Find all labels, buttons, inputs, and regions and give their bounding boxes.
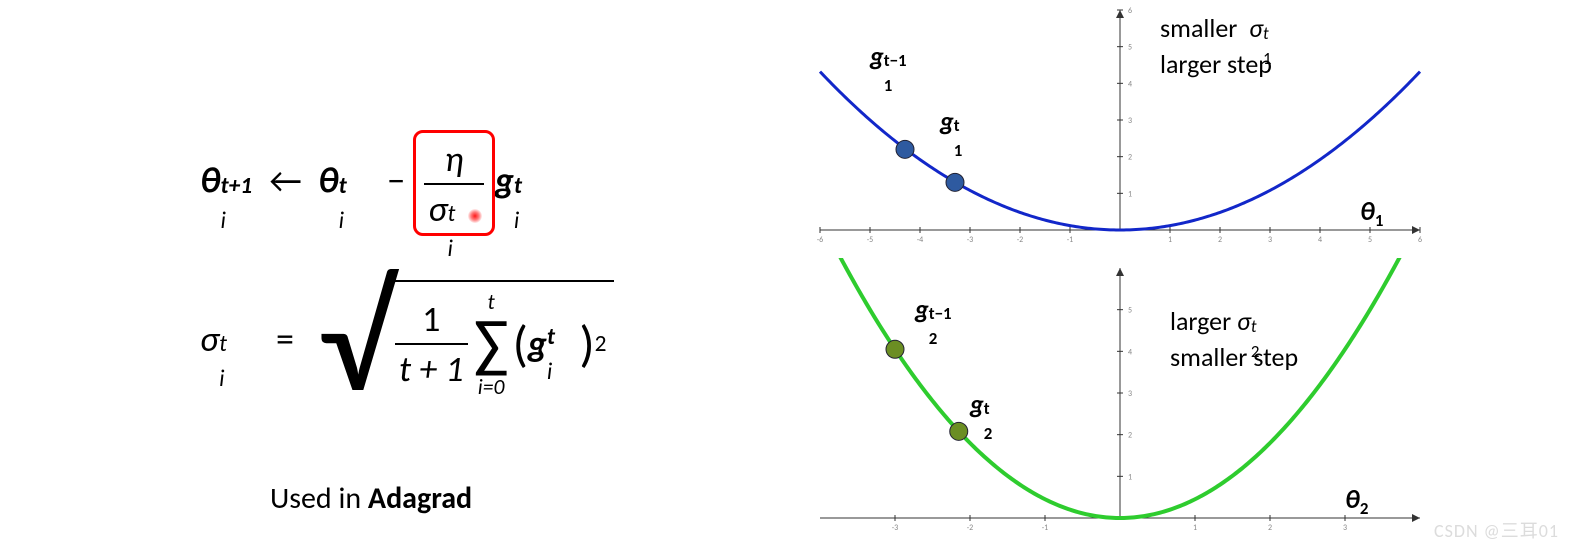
svg-text:5: 5: [1128, 43, 1132, 53]
annotation-theta2: larger σt2 smaller step: [1170, 303, 1298, 376]
svg-text:3: 3: [1128, 116, 1132, 126]
radical-icon: √: [318, 280, 393, 404]
laser-pointer-icon: [468, 209, 482, 223]
equations-panel: θt+1i ← θti − η σti gti σti = √ 1: [0, 0, 760, 547]
parabola-plot-bottom: -3 -2 -1 1 2 3 1 2 3 4 5: [800, 258, 1440, 538]
svg-text:1: 1: [1193, 523, 1197, 533]
svg-text:2: 2: [1268, 523, 1272, 533]
svg-text:-2: -2: [967, 523, 974, 533]
svg-text:6: 6: [1128, 6, 1132, 16]
charts-panel: -6 -5 -4 -3 -2 -1 1 2 3 4 5 6 1 2 3 4 5 6 gt−11 gt1 θ1 sm…: [760, 0, 1569, 547]
annotation-theta1: smaller σt1 larger step: [1160, 10, 1286, 83]
loss-surface-chart-theta2: -3 -2 -1 1 2 3 1 2 3 4 5 gt−12 gt2 θ2 larger σt2 s…: [800, 258, 1500, 543]
svg-text:-1: -1: [1067, 235, 1074, 245]
axis-label-theta2: θ2: [1345, 483, 1368, 519]
svg-text:3: 3: [1128, 389, 1132, 399]
svg-text:-3: -3: [892, 523, 899, 533]
sigma-definition-equation: σti = √ 1 t + 1 t ∑ i=0 (gti)2: [200, 280, 614, 404]
svg-text:4: 4: [1128, 79, 1132, 89]
svg-text:-6: -6: [817, 235, 824, 245]
svg-text:4: 4: [1128, 347, 1132, 357]
svg-text:-4: -4: [917, 235, 924, 245]
point-label-g2-tm1: gt−12: [915, 293, 952, 325]
svg-text:1: 1: [1168, 235, 1172, 245]
slide-container: θt+1i ← θti − η σti gti σti = √ 1: [0, 0, 1569, 547]
summation-symbol: t ∑ i=0: [474, 288, 509, 400]
algorithm-caption: Used in Adagrad: [270, 480, 472, 517]
svg-text:-5: -5: [867, 235, 874, 245]
svg-text:2: 2: [1128, 431, 1132, 441]
point-label-g1-t: gt1: [940, 105, 977, 137]
sqrt-expression: √ 1 t + 1 t ∑ i=0 (gti)2: [318, 280, 614, 404]
svg-text:1: 1: [1128, 189, 1132, 199]
learning-rate-highlight-box: η σti: [413, 130, 495, 236]
loss-surface-chart-theta1: -6 -5 -4 -3 -2 -1 1 2 3 4 5 6 1 2 3 4 5 6 gt−11 gt1 θ1 sm…: [800, 0, 1500, 255]
axis-label-theta1: θ1: [1360, 195, 1383, 231]
watermark-text: CSDN @三耳01: [1434, 517, 1559, 543]
svg-text:2: 2: [1128, 153, 1132, 163]
svg-text:2: 2: [1218, 235, 1222, 245]
theta-symbol: θ: [200, 159, 221, 203]
parabola-plot-top: -6 -5 -4 -3 -2 -1 1 2 3 4 5 6 1 2 3 4 5 6: [800, 0, 1440, 250]
svg-text:3: 3: [1343, 523, 1347, 533]
point-label-g1-tm1: gt−11: [870, 40, 907, 72]
svg-text:5: 5: [1368, 235, 1372, 245]
svg-text:3: 3: [1268, 235, 1272, 245]
svg-text:4: 4: [1318, 235, 1322, 245]
svg-text:-1: -1: [1042, 523, 1049, 533]
update-rule-equation: θt+1i ← θti − η σti gti: [200, 130, 546, 236]
svg-text:-2: -2: [1017, 235, 1024, 245]
svg-text:-3: -3: [967, 235, 974, 245]
arrow-symbol: ←: [269, 159, 302, 203]
svg-text:5: 5: [1128, 306, 1132, 316]
svg-text:1: 1: [1128, 472, 1132, 482]
point-label-g2-t: gt2: [970, 388, 1007, 420]
svg-text:6: 6: [1418, 235, 1422, 245]
